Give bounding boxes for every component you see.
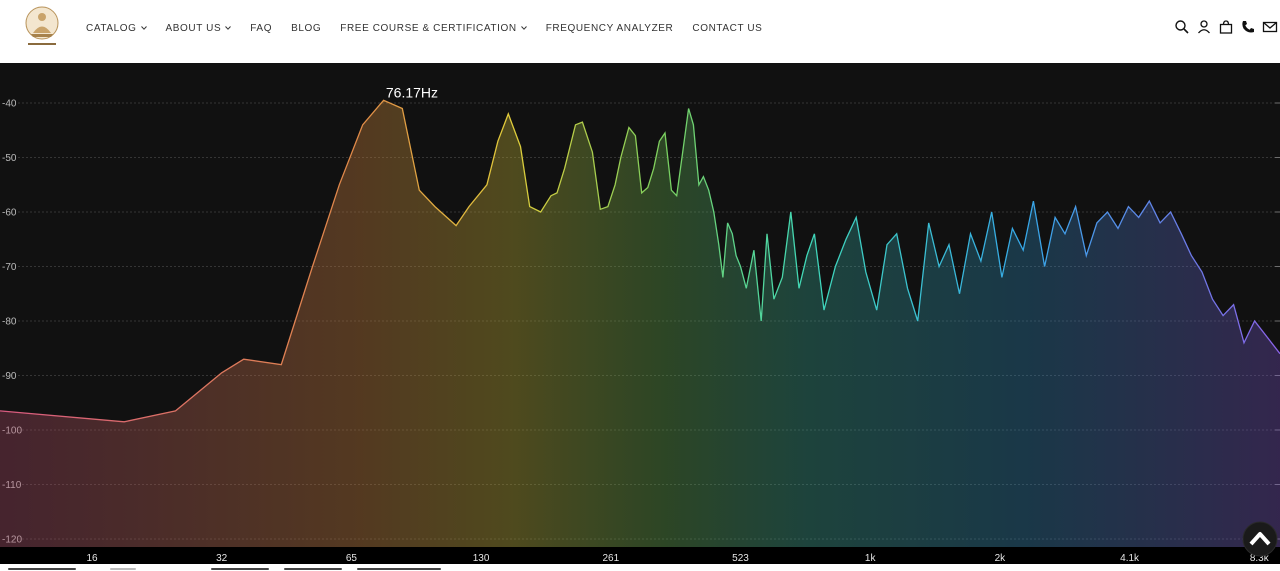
nav-faq[interactable]: FAQ	[250, 23, 272, 34]
site-header: CATALOG ABOUT US FAQ BLOG FREE COURSE & …	[0, 0, 1280, 62]
y-tick-label: -90	[2, 371, 17, 382]
footer-tab	[110, 568, 136, 570]
y-tick-label: -40	[2, 99, 17, 110]
nav-contact-us[interactable]: CONTACT US	[692, 23, 762, 34]
chevron-down-icon	[225, 26, 232, 30]
nav-frequency-analyzer-label: FREQUENCY ANALYZER	[545, 22, 674, 34]
footer-tab	[8, 568, 76, 570]
cart-icon[interactable]	[1218, 19, 1234, 35]
frequency-analyzer-panel[interactable]: -40-50-60-70-80-90-100-110-120 163265130…	[0, 63, 1280, 571]
search-icon[interactable]	[1174, 19, 1190, 35]
nav-about-us-label: ABOUT US	[165, 22, 222, 34]
x-tick-label: 8.3k	[1250, 553, 1270, 564]
account-icon[interactable]	[1196, 19, 1212, 35]
nav-free-course-label: FREE COURSE & CERTIFICATION	[340, 22, 517, 34]
nav-about-us[interactable]: ABOUT US	[166, 23, 232, 34]
buddha-logo-icon[interactable]	[22, 6, 62, 50]
nav-contact-us-label: CONTACT US	[692, 22, 763, 34]
x-tick-label: 130	[473, 553, 490, 564]
phone-icon[interactable]	[1240, 19, 1256, 35]
chevron-down-icon	[520, 26, 527, 30]
mail-icon[interactable]	[1262, 19, 1278, 35]
x-tick-label: 16	[86, 553, 98, 564]
nav-free-course[interactable]: FREE COURSE & CERTIFICATION	[340, 22, 527, 34]
peak-frequency-label: 76.17Hz	[386, 84, 438, 100]
nav-faq-label: FAQ	[250, 22, 273, 34]
x-tick-label: 1k	[865, 553, 877, 564]
nav-frequency-analyzer[interactable]: FREQUENCY ANALYZER	[546, 23, 674, 34]
x-tick-label: 4.1k	[1120, 553, 1140, 564]
nav-blog[interactable]: BLOG	[291, 23, 321, 34]
bottom-strip	[0, 564, 1280, 571]
y-tick-label: -60	[2, 208, 17, 219]
x-tick-label: 32	[216, 553, 228, 564]
x-tick-label: 2k	[995, 553, 1007, 564]
main-nav: CATALOG ABOUT US FAQ BLOG FREE COURSE & …	[86, 0, 781, 56]
header-icons	[1168, 19, 1278, 35]
x-tick-label: 523	[732, 553, 749, 564]
x-axis-bar	[0, 547, 1280, 564]
nav-catalog[interactable]: CATALOG	[86, 23, 147, 34]
y-tick-label: -70	[2, 262, 17, 273]
nav-blog-label: BLOG	[291, 22, 322, 34]
spectrum-line	[0, 99, 1280, 423]
footer-tab	[211, 568, 269, 570]
scroll-up-icon[interactable]	[1242, 521, 1278, 557]
y-tick-label: -80	[2, 317, 17, 328]
nav-catalog-label: CATALOG	[86, 22, 137, 34]
x-axis: 16 32 65 130 261 523 1k 2k 4.1k 8.3k	[86, 553, 1269, 564]
x-tick-label: 261	[602, 553, 619, 564]
x-tick-label: 65	[346, 553, 358, 564]
y-tick-label: -50	[2, 153, 17, 164]
chevron-down-icon	[140, 26, 147, 30]
spectrum-chart: -40-50-60-70-80-90-100-110-120 163265130…	[0, 84, 1280, 564]
footer-tab	[284, 568, 342, 570]
footer-tab	[357, 568, 441, 570]
spectrum-area	[0, 100, 1280, 548]
